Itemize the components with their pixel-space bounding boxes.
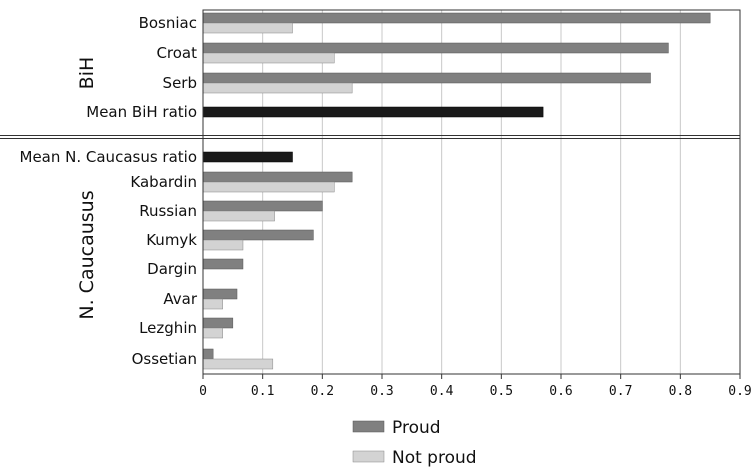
bar-proud bbox=[202, 42, 669, 54]
bar-not-proud bbox=[202, 358, 274, 370]
x-tick-label: 0.1 bbox=[251, 384, 274, 399]
category-label: Avar bbox=[163, 290, 197, 308]
category-label: Bosniac bbox=[139, 14, 197, 32]
x-tick-label: 0.5 bbox=[490, 384, 513, 399]
bar-not-proud bbox=[202, 327, 223, 339]
x-tick-label: 0.7 bbox=[609, 384, 632, 399]
bar-proud bbox=[202, 72, 651, 84]
grid-lines bbox=[262, 10, 681, 374]
category-label: Dargin bbox=[147, 260, 197, 278]
legend: Proud Not proud bbox=[352, 418, 477, 468]
category-labels: Bosniac Croat Serb Mean BiH ratio Mean N. Ca… bbox=[20, 14, 198, 368]
category-label: Mean N. Caucasus ratio bbox=[20, 148, 198, 166]
x-tick-label: 0.6 bbox=[549, 384, 572, 399]
bar-not-proud bbox=[202, 210, 275, 222]
legend-swatch bbox=[352, 420, 385, 433]
bar-not-proud bbox=[202, 82, 353, 94]
bar-proud bbox=[202, 288, 238, 300]
bar-not-proud bbox=[202, 52, 335, 64]
x-tick-label: 0.9 bbox=[728, 384, 751, 399]
bar-proud bbox=[202, 171, 353, 183]
x-tick-label: 0.8 bbox=[669, 384, 692, 399]
category-label: Lezghin bbox=[139, 319, 197, 337]
category-label: Mean BiH ratio bbox=[86, 103, 197, 121]
bar-mean bbox=[202, 106, 544, 118]
category-label: Russian bbox=[139, 202, 197, 220]
bar-proud bbox=[202, 348, 214, 360]
x-axis-ticks: 0 0.1 0.2 0.3 0.4 0.5 0.6 0.7 0.8 0.9 bbox=[199, 374, 751, 399]
plot-border bbox=[202, 9, 741, 375]
group-label: N. Caucausus bbox=[76, 190, 98, 319]
legend-label: Not proud bbox=[392, 448, 477, 468]
plot-frame bbox=[0, 9, 741, 375]
x-tick-label: 0.2 bbox=[311, 384, 334, 399]
bar-proud bbox=[202, 258, 244, 270]
bar-proud bbox=[202, 12, 711, 24]
category-label: Serb bbox=[163, 74, 197, 92]
bar-mean bbox=[202, 151, 293, 163]
legend-label: Proud bbox=[392, 418, 441, 438]
bars bbox=[202, 12, 711, 370]
bar-not-proud bbox=[202, 22, 293, 34]
x-tick-label: 0 bbox=[199, 384, 207, 399]
bar-not-proud bbox=[202, 298, 223, 310]
group-label: BiH bbox=[76, 57, 98, 90]
x-tick-label: 0.3 bbox=[370, 384, 393, 399]
bar-proud bbox=[202, 317, 234, 329]
category-label: Croat bbox=[156, 44, 197, 62]
bar-proud bbox=[202, 200, 323, 212]
category-label: Kabardin bbox=[130, 173, 197, 191]
category-label: Ossetian bbox=[132, 350, 197, 368]
category-label: Kumyk bbox=[146, 231, 197, 249]
bar-not-proud bbox=[202, 181, 335, 193]
legend-swatch bbox=[352, 450, 385, 463]
bar-proud bbox=[202, 229, 314, 241]
bar-not-proud bbox=[202, 239, 244, 251]
x-tick-label: 0.4 bbox=[430, 384, 454, 399]
